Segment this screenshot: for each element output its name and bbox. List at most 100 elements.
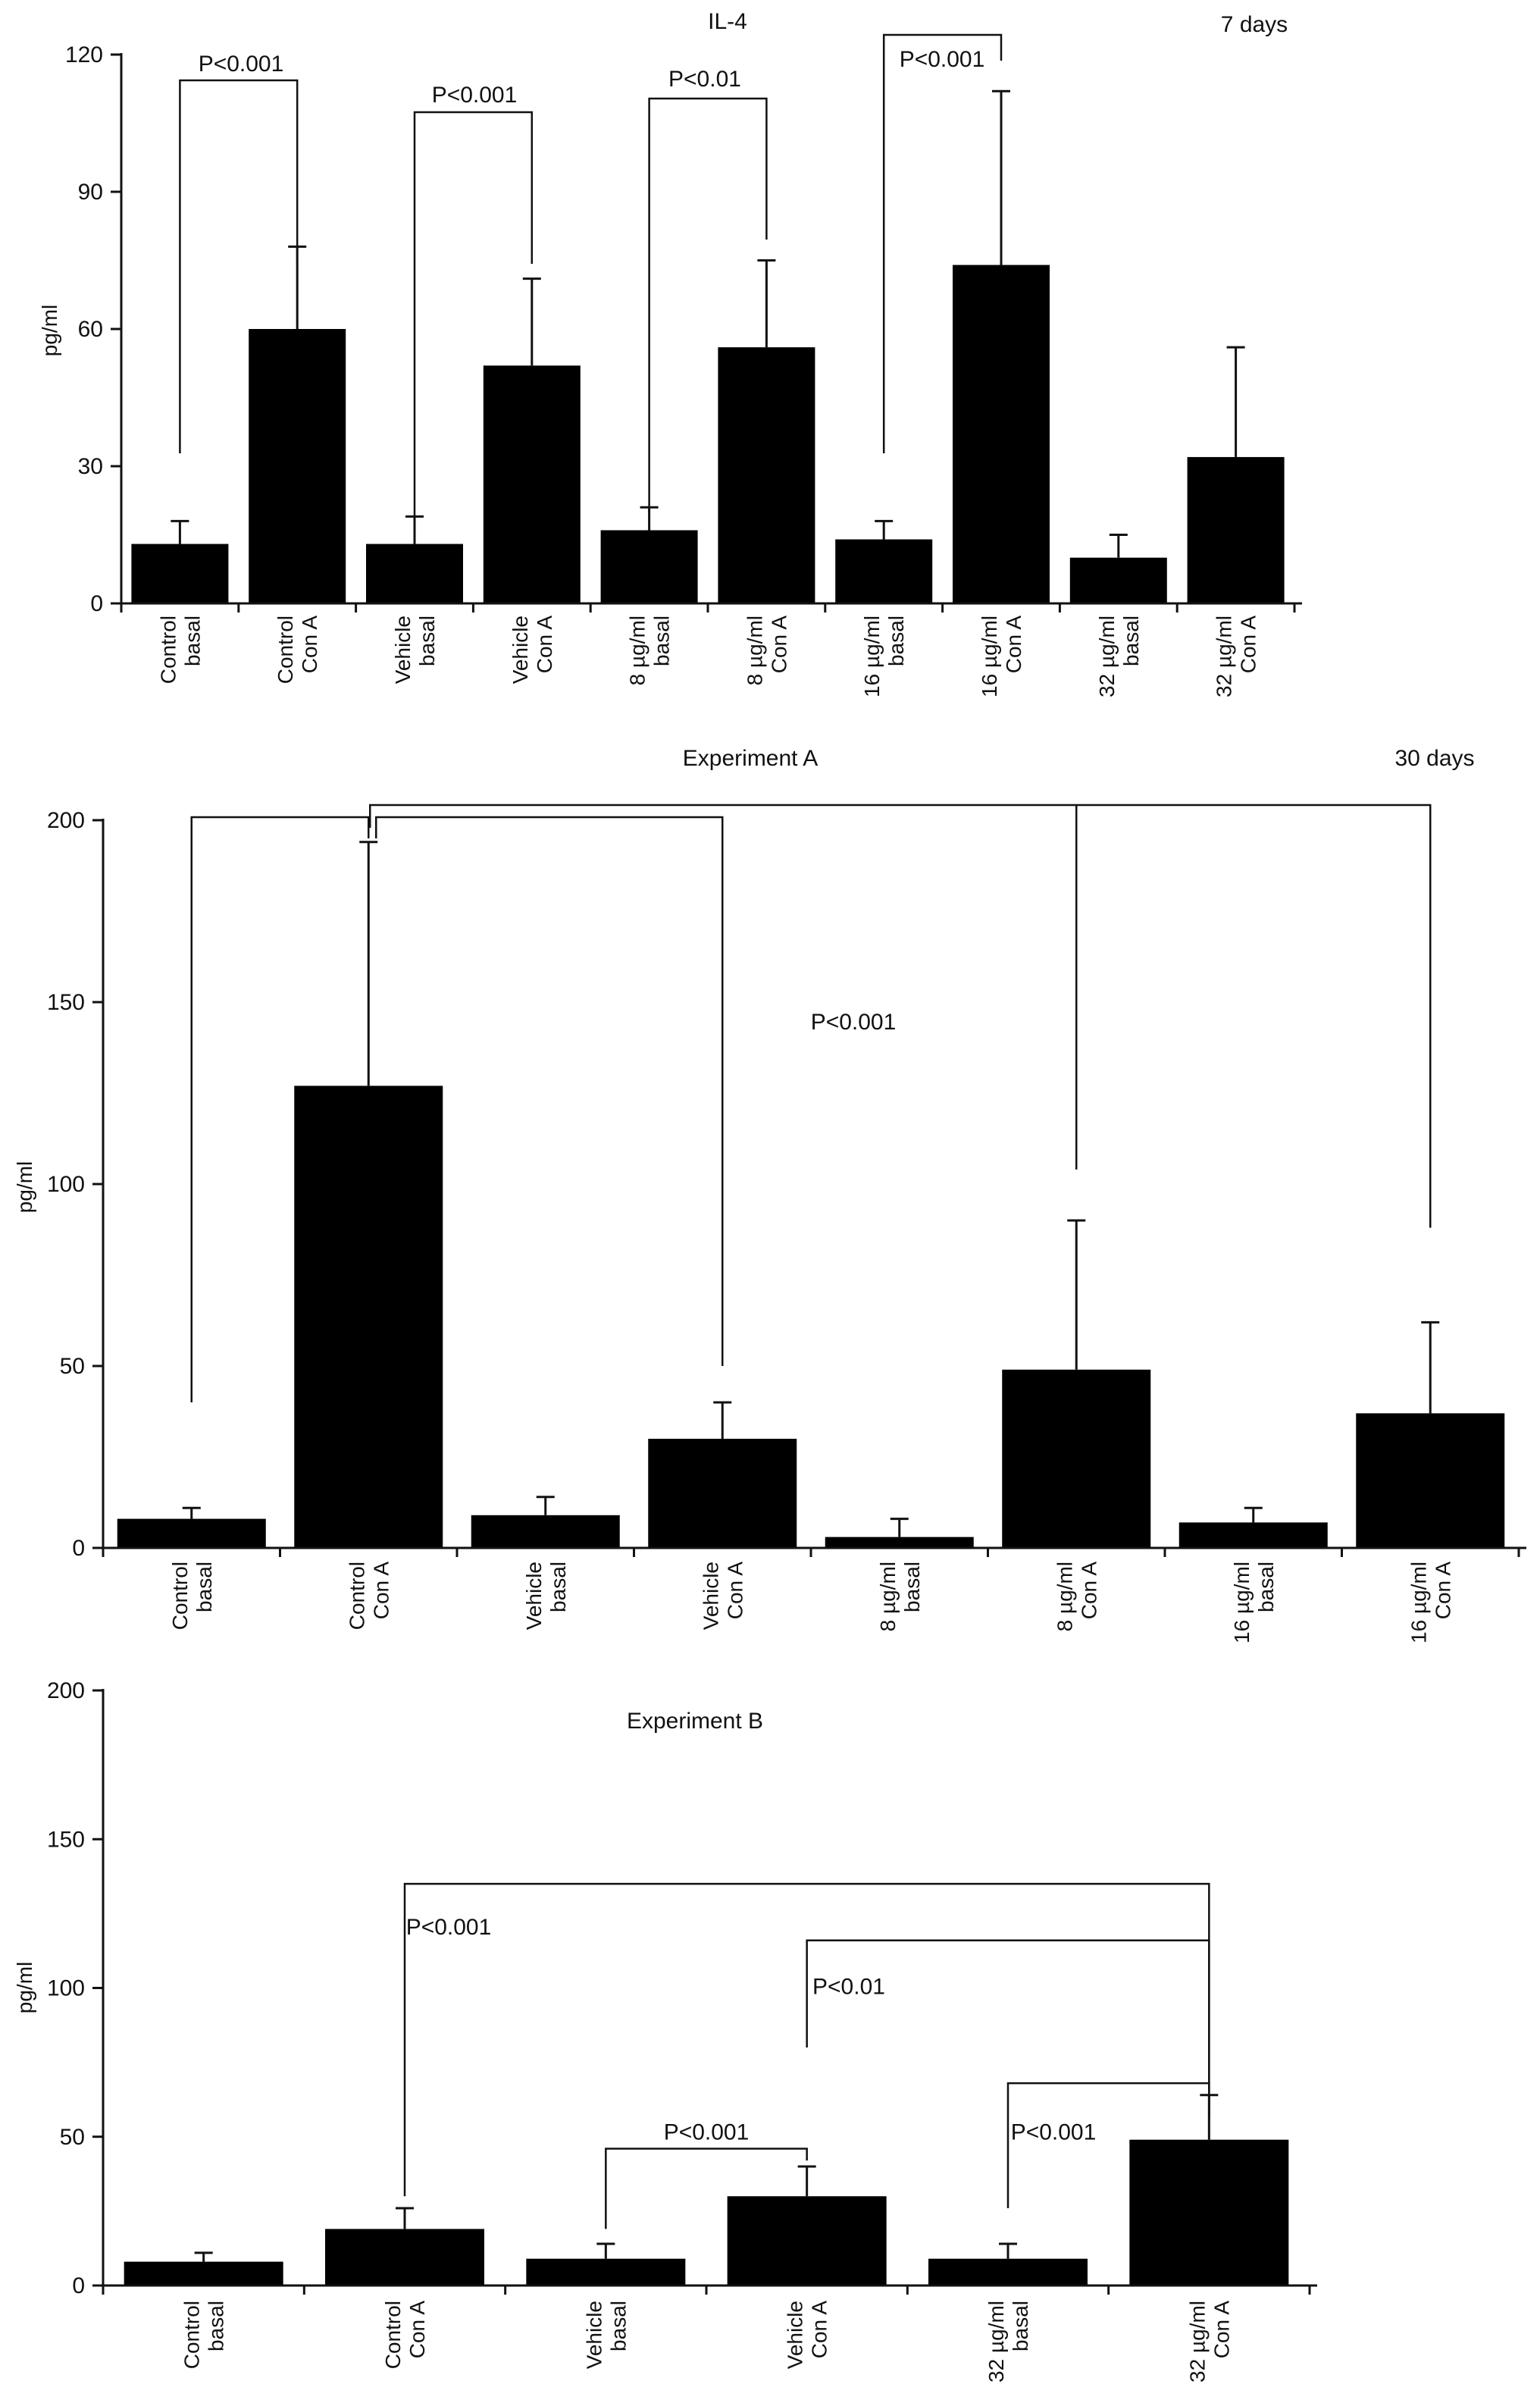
y-axis-ticks: 0 50 100 150 200 <box>47 808 1520 1561</box>
bars <box>124 2139 1289 2286</box>
bracket <box>648 97 768 512</box>
x-tick-label-line: Control <box>274 616 297 684</box>
panel-subtitle: 30 days <box>1394 746 1474 771</box>
x-tick-label: 32 µg/mlbasal <box>984 2301 1032 2383</box>
bracket <box>190 816 370 1402</box>
x-tick-label-line: basal <box>884 616 908 666</box>
x-tick-label-line: Con A <box>369 1562 393 1620</box>
bracket <box>806 1939 1210 2119</box>
bar <box>1069 557 1167 603</box>
y-tick-label: 200 <box>47 1678 85 1703</box>
x-tick-label-line: 16 µg/ml <box>1230 1562 1254 1643</box>
x-tick-label-line: basal <box>900 1562 924 1612</box>
bracket-label: P<0.001 <box>432 83 518 108</box>
bracket-label: P<0.01 <box>812 1974 885 1999</box>
x-tick-label-line: basal <box>180 616 204 666</box>
bar <box>124 2261 283 2286</box>
x-tick-label: VehicleCon A <box>699 1562 747 1631</box>
p-value-annotation: P<0.001 <box>811 1010 897 1035</box>
x-tick-label: 16 µg/mlCon A <box>978 616 1025 697</box>
significance-brackets: P<0.001 P<0.001 P<0.01 P<0.001 <box>179 33 1003 531</box>
x-tick-label-line: Con A <box>1002 616 1025 674</box>
x-tick-label-line: Control <box>156 616 180 684</box>
x-tick-label-line: Con A <box>1431 1562 1454 1620</box>
x-tick-label: 8 µg/mlbasal <box>876 1562 924 1631</box>
y-axis-label: pg/ml <box>38 305 61 356</box>
bar <box>1129 2139 1289 2286</box>
bracket-label: P<0.01 <box>668 67 741 92</box>
bracket-label: P<0.001 <box>406 1915 492 1940</box>
x-tick-label: 8 µg/mlbasal <box>626 616 674 685</box>
x-tick-label-line: Vehicle <box>582 2301 606 2369</box>
panel-title: IL-4 <box>708 9 747 34</box>
x-tick-label-line: 32 µg/ml <box>984 2301 1008 2383</box>
x-tick-label: 16 µg/mlCon A <box>1407 1562 1454 1643</box>
bar <box>1356 1413 1505 1548</box>
bar <box>526 2258 686 2286</box>
bar <box>718 347 815 603</box>
y-tick-label: 0 <box>90 591 103 616</box>
x-tick-label: VehicleCon A <box>509 616 556 685</box>
y-tick-label: 150 <box>47 1827 85 1852</box>
x-tick-label: 8 µg/mlCon A <box>743 616 790 686</box>
panel-title: Experiment A <box>683 746 818 771</box>
x-tick-label: 16 µg/mlbasal <box>1230 1562 1278 1643</box>
bar <box>249 329 346 603</box>
x-tick-label-line: Con A <box>723 1562 747 1620</box>
x-tick-label: Controlbasal <box>180 2301 228 2369</box>
x-tick-label: 32 µg/mlbasal <box>1095 616 1143 697</box>
axes <box>102 1689 1317 2287</box>
x-tick-label-line: 32 µg/ml <box>1213 616 1236 697</box>
x-tick-label-line: Con A <box>1237 616 1260 674</box>
x-tick-label-line: 32 µg/ml <box>1185 2301 1209 2383</box>
bar <box>825 1537 974 1548</box>
bar <box>366 544 463 603</box>
x-tick-label-line: Con A <box>767 616 790 674</box>
y-tick-label: 60 <box>78 317 103 342</box>
x-tick-label-line: Control <box>381 2301 405 2369</box>
x-tick-label: 32 µg/mlCon A <box>1185 2301 1233 2383</box>
x-tick-label: 16 µg/mlbasal <box>860 616 908 697</box>
bar <box>928 2258 1088 2286</box>
bracket-label: P<0.001 <box>1011 2120 1097 2145</box>
bracket <box>1006 2082 1210 2208</box>
x-axis-labels: Controlbasal ControlCon A Vehiclebasal Vehi… <box>180 2301 1234 2383</box>
x-tick-label-line: Vehicle <box>784 2301 807 2369</box>
bar <box>600 530 698 603</box>
y-axis-label: pg/ml <box>13 1962 36 2013</box>
x-tick-label-line: Vehicle <box>699 1562 722 1630</box>
x-tick-label-line: basal <box>415 616 439 666</box>
x-tick-label-line: 8 µg/ml <box>1053 1562 1076 1631</box>
x-tick-label-line: basal <box>1254 1562 1278 1612</box>
y-tick-label: 100 <box>47 1976 85 2001</box>
bar <box>117 1518 266 1548</box>
x-tick-label-line: Con A <box>533 616 556 674</box>
x-axis-labels: Controlbasal ControlCon A Vehiclebasal Vehi… <box>156 616 1260 697</box>
x-tick-label-line: Con A <box>1210 2301 1233 2359</box>
bracket-label: P<0.001 <box>900 47 985 72</box>
bracket <box>882 33 1003 453</box>
x-tick-label-line: 8 µg/ml <box>876 1562 900 1631</box>
x-tick-label-line: Control <box>345 1562 368 1630</box>
y-tick-label: 0 <box>72 2273 85 2298</box>
x-tick-label: ControlCon A <box>345 1562 393 1631</box>
x-tick-label-line: 16 µg/ml <box>978 616 1001 697</box>
x-tick-label-line: basal <box>606 2301 630 2351</box>
x-tick-label: Vehiclebasal <box>522 1562 570 1630</box>
x-tick-label-line: Con A <box>405 2301 429 2359</box>
x-tick-label: Controlbasal <box>168 1562 216 1630</box>
x-tick-label: ControlCon A <box>274 616 321 685</box>
axes <box>120 53 1302 605</box>
axes <box>102 819 1526 1549</box>
y-tick-label: 90 <box>78 180 103 205</box>
bar <box>727 2196 887 2286</box>
panel-title: Experiment B <box>627 1709 763 1734</box>
x-tick-label: ControlCon A <box>381 2301 429 2370</box>
y-tick-label: 50 <box>60 1354 85 1379</box>
bracket <box>179 79 299 453</box>
x-tick-label-line: Con A <box>808 2301 831 2359</box>
y-tick-label: 150 <box>47 990 85 1015</box>
y-tick-label: 50 <box>60 2125 85 2150</box>
